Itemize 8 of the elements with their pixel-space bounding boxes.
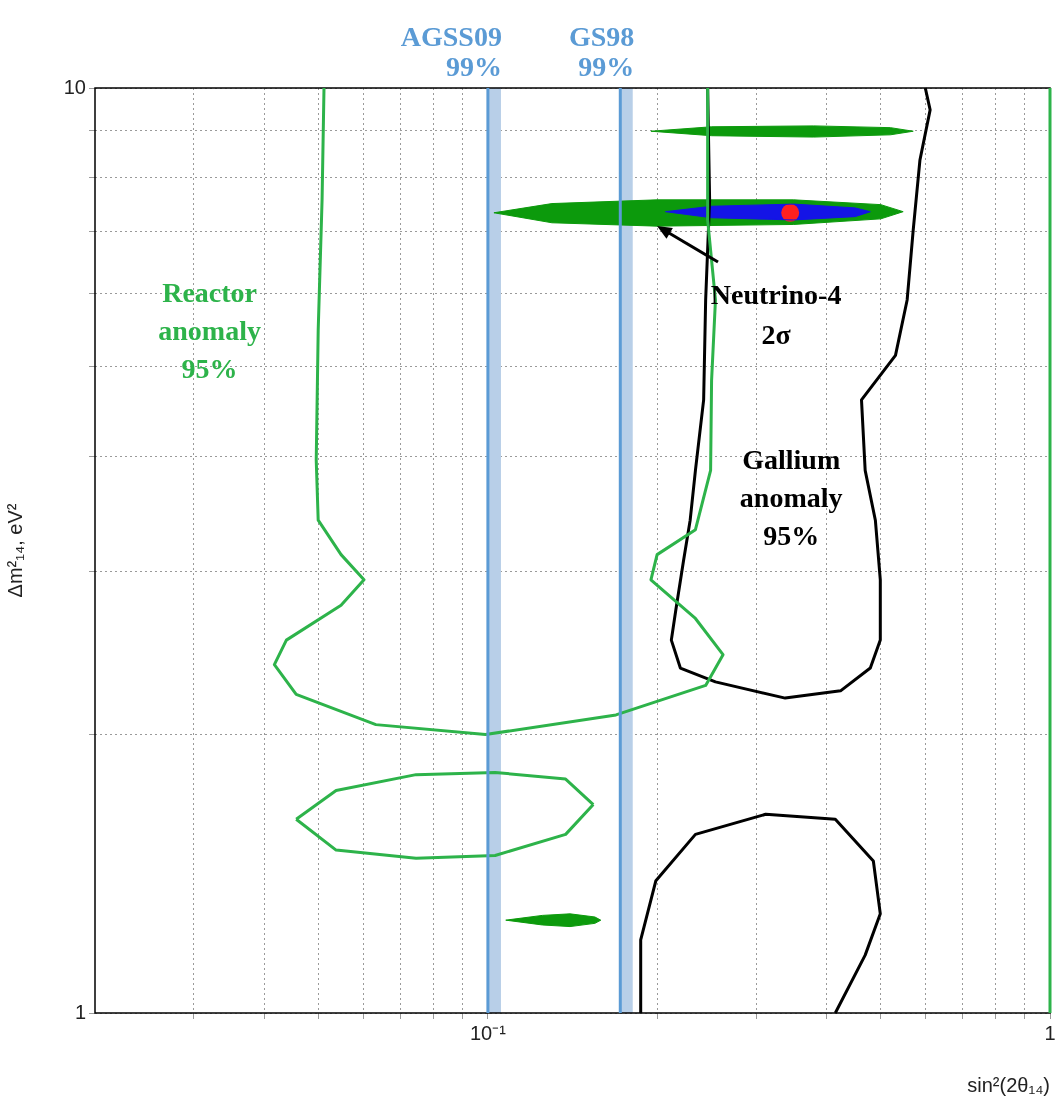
ref-line-label: AGSS09 99% bbox=[400, 21, 502, 82]
series-label: Gallium anomaly 95% bbox=[739, 443, 843, 551]
y-tick-label: 10 bbox=[63, 75, 86, 98]
text: Reactor anomaly 95% bbox=[158, 277, 261, 385]
x-axis-title: sin²(2θ₁₄) bbox=[967, 1073, 1050, 1096]
x-tick-label: 10⁻¹ bbox=[469, 1021, 507, 1044]
ref-line-label: GS98 99% bbox=[568, 21, 635, 82]
y-axis-title: Δm²₁₄, eV² bbox=[3, 503, 26, 598]
